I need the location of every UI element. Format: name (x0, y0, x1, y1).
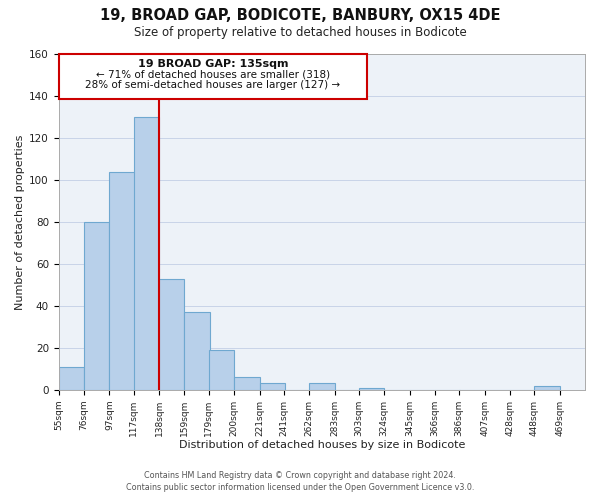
Bar (159, 278, 184, 390)
Text: Contains HM Land Registry data © Crown copyright and database right 2024.
Contai: Contains HM Land Registry data © Crown c… (126, 471, 474, 492)
Y-axis label: Number of detached properties: Number of detached properties (15, 134, 25, 310)
Text: 28% of semi-detached houses are larger (127) →: 28% of semi-detached houses are larger (… (85, 80, 340, 90)
Bar (309, 384, 335, 390)
Bar (59, 366, 84, 390)
Text: 19, BROAD GAP, BODICOTE, BANBURY, OX15 4DE: 19, BROAD GAP, BODICOTE, BANBURY, OX15 4… (100, 8, 500, 22)
Bar (260, 384, 285, 390)
Bar (534, 386, 560, 390)
X-axis label: Distribution of detached houses by size in Bodicote: Distribution of detached houses by size … (179, 440, 465, 450)
Bar (234, 377, 260, 390)
Bar (134, 117, 159, 390)
Text: ← 71% of detached houses are smaller (318): ← 71% of detached houses are smaller (31… (96, 70, 330, 80)
Text: Size of property relative to detached houses in Bodicote: Size of property relative to detached ho… (134, 26, 466, 39)
Text: 19 BROAD GAP: 135sqm: 19 BROAD GAP: 135sqm (137, 59, 288, 69)
Bar (359, 388, 384, 390)
Bar (184, 312, 210, 390)
Bar (209, 350, 234, 390)
Bar (84, 222, 109, 390)
Bar (109, 172, 135, 390)
Bar (59, 54, 367, 99)
